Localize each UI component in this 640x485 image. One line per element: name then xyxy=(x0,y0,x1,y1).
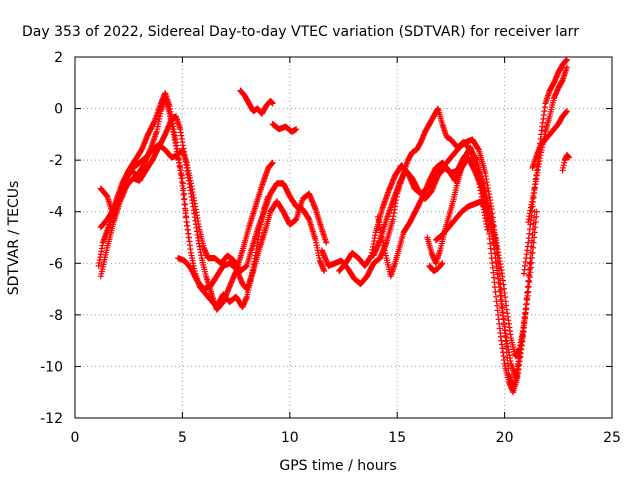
y-axis-label: SDTVAR / TECUs xyxy=(6,181,22,296)
data-point xyxy=(321,268,328,275)
y-tick-label: 0 xyxy=(54,102,63,118)
x-axis-label: GPS time / hours xyxy=(279,458,396,474)
x-tick-label: 5 xyxy=(178,430,187,446)
data-series xyxy=(559,151,573,174)
data-marks xyxy=(95,56,573,396)
data-point xyxy=(523,306,530,313)
data-point xyxy=(269,100,276,107)
data-series xyxy=(269,121,300,135)
data-point xyxy=(525,277,532,284)
x-tick-label: 15 xyxy=(388,430,406,446)
y-tick-label: -6 xyxy=(49,256,63,272)
data-series xyxy=(319,105,540,360)
data-point xyxy=(269,159,276,166)
chart-title: Day 353 of 2022, Sidereal Day-to-day VTE… xyxy=(22,24,579,40)
data-series xyxy=(175,190,330,293)
x-tick-label: 20 xyxy=(496,430,514,446)
data-series xyxy=(97,113,276,313)
data-series xyxy=(525,64,570,226)
x-tick-label: 25 xyxy=(603,430,621,446)
y-tick-label: -10 xyxy=(40,359,63,375)
data-point xyxy=(523,300,530,307)
data-point xyxy=(323,239,330,246)
x-tick-label: 10 xyxy=(281,430,299,446)
data-point xyxy=(527,260,534,267)
y-tick-label: -2 xyxy=(49,153,63,169)
y-tick-label: 2 xyxy=(54,50,63,66)
y-tick-label: -4 xyxy=(49,205,63,221)
y-tick-label: -8 xyxy=(49,308,63,324)
y-tick-label: -12 xyxy=(40,411,63,427)
data-point xyxy=(524,289,531,296)
x-tick-label: 0 xyxy=(71,430,80,446)
data-point xyxy=(293,126,300,133)
data-point xyxy=(525,283,532,290)
data-series xyxy=(237,87,276,117)
data-series xyxy=(97,141,328,275)
